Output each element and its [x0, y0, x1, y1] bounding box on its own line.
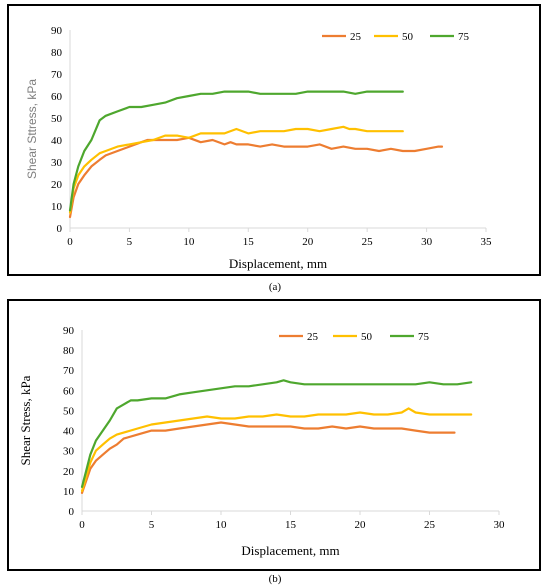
y-tick-label-b: 90 — [63, 325, 75, 337]
y-tick-label-a: 90 — [51, 25, 63, 37]
legend-label-b-25: 25 — [307, 331, 319, 343]
x-tick-label-b: 15 — [285, 519, 297, 531]
x-tick-label-a: 15 — [243, 236, 255, 248]
legend-label-b-50: 50 — [361, 331, 373, 343]
y-tick-label-a: 40 — [51, 135, 63, 147]
x-tick-label-b: 5 — [149, 519, 155, 531]
chart-panel-b — [7, 299, 541, 571]
x-tick-label-a: 35 — [481, 236, 493, 248]
y-tick-label-a: 20 — [51, 179, 63, 191]
series-line-a-50 — [68, 125, 404, 214]
y-axis-title-a: Shear Sttress, kPa — [25, 79, 39, 179]
x-tick-label-a: 25 — [362, 236, 374, 248]
y-tick-label-b: 80 — [63, 345, 75, 357]
y-tick-label-a: 50 — [51, 113, 63, 125]
legend-label-a-75: 75 — [458, 31, 470, 43]
series-line-b-75 — [80, 379, 473, 488]
x-tick-label-b: 20 — [355, 519, 367, 531]
legend-label-b-75: 75 — [418, 331, 430, 343]
y-tick-label-b: 70 — [63, 365, 75, 377]
y-tick-label-a: 70 — [51, 69, 63, 81]
y-tick-label-b: 0 — [69, 506, 75, 518]
x-tick-label-b: 10 — [216, 519, 228, 531]
x-tick-label-a: 30 — [421, 236, 433, 248]
x-tick-label-b: 25 — [424, 519, 436, 531]
series-line-a-25 — [68, 136, 444, 219]
series-line-a-75 — [68, 90, 404, 212]
x-tick-label-b: 30 — [494, 519, 506, 531]
x-tick-label-a: 20 — [302, 236, 314, 248]
legend-label-a-50: 50 — [402, 31, 414, 43]
caption-b: (b) — [268, 573, 282, 585]
chart-panel-a — [7, 4, 541, 276]
y-tick-label-b: 30 — [63, 446, 75, 458]
y-tick-label-b: 60 — [63, 385, 75, 397]
x-tick-label-a: 0 — [67, 236, 73, 248]
y-tick-label-b: 50 — [63, 405, 75, 417]
y-tick-label-b: 20 — [63, 466, 75, 478]
y-axis-title-b: Shear Stress, kPa — [18, 375, 33, 465]
x-axis-title-a: Displacement, mm — [229, 256, 327, 271]
y-tick-label-a: 80 — [51, 47, 63, 59]
series-line-b-25 — [80, 421, 456, 494]
y-tick-label-b: 10 — [63, 486, 75, 498]
y-tick-label-a: 30 — [51, 157, 63, 169]
x-tick-label-a: 5 — [127, 236, 133, 248]
x-tick-label-a: 10 — [183, 236, 195, 248]
x-tick-label-b: 0 — [79, 519, 85, 531]
y-tick-label-b: 40 — [63, 426, 75, 438]
legend-label-a-25: 25 — [350, 31, 362, 43]
series-line-b-50 — [80, 407, 473, 492]
x-axis-title-b: Displacement, mm — [241, 543, 339, 558]
y-tick-label-a: 0 — [57, 223, 63, 235]
caption-a: (a) — [268, 281, 282, 293]
y-tick-label-a: 10 — [51, 201, 63, 213]
y-tick-label-a: 60 — [51, 91, 63, 103]
